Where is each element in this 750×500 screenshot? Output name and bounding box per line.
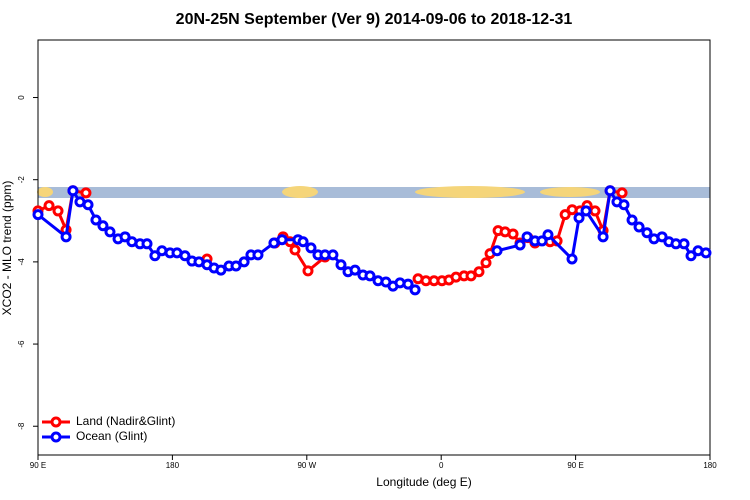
point [597,231,609,243]
legend-label: Ocean (Glint) [76,429,147,443]
point [215,264,227,276]
point [566,253,578,265]
point [60,231,72,243]
ocean-strip [38,187,710,198]
y-tick-label: -2 [17,176,26,184]
point [465,270,477,282]
y-tick-label: 0 [17,95,26,100]
legend-marker [50,416,62,428]
legend-label: Land (Nadir&Glint) [76,414,175,428]
point [230,260,242,272]
point [97,220,109,232]
chart-title: 20N-25N September (Ver 9) 2014-09-06 to … [176,11,573,28]
land-patch [415,186,525,198]
point [179,250,191,262]
point [80,187,92,199]
point [618,199,630,211]
plot-frame [37,39,711,456]
point [349,264,361,276]
x-tick-label: 90 W [297,461,316,470]
point [409,284,421,296]
land-patch [37,187,53,197]
point [119,231,131,243]
y-tick-label: -6 [17,340,26,348]
x-tick-label: 90 E [30,461,46,470]
land-patch [540,187,600,197]
point [43,200,55,212]
point [678,238,690,250]
point [302,265,314,277]
land-patch [282,186,318,198]
point [573,212,585,224]
point [604,185,616,197]
point [491,245,503,257]
map-strip [37,186,710,198]
point [327,249,339,261]
point [521,231,533,243]
point [141,238,153,250]
point [82,199,94,211]
point [252,249,264,261]
point [52,205,64,217]
point [305,242,317,254]
point [335,259,347,271]
x-axis-label: Longitude (deg E) [376,475,471,489]
point [514,239,526,251]
point [641,227,653,239]
point [685,250,697,262]
point [32,209,44,221]
point [90,214,102,226]
x-tick-label: 180 [703,461,717,470]
point [104,226,116,238]
y-tick-label: -8 [17,422,26,430]
point [616,187,628,199]
y-axis-label: XCO2 - MLO trend (ppm) [0,181,14,316]
point [559,209,571,221]
point [297,236,309,248]
point [473,266,485,278]
y-tick-label: -4 [17,258,26,266]
x-tick-label: 180 [166,461,180,470]
point [542,229,554,241]
x-tick-label: 90 E [567,461,583,470]
point [656,231,668,243]
point [700,247,712,259]
point [289,244,301,256]
x-tick-label: 0 [439,461,444,470]
point [589,205,601,217]
point [364,270,376,282]
point [149,250,161,262]
point [626,214,638,226]
point [67,185,79,197]
point [536,235,548,247]
point [276,234,288,246]
point [480,257,492,269]
point [507,228,519,240]
legend-marker [50,431,62,443]
point [238,256,250,268]
point [580,205,592,217]
point [633,221,645,233]
legend: Land (Nadir&Glint)Ocean (Glint) [42,414,175,443]
point [402,278,414,290]
